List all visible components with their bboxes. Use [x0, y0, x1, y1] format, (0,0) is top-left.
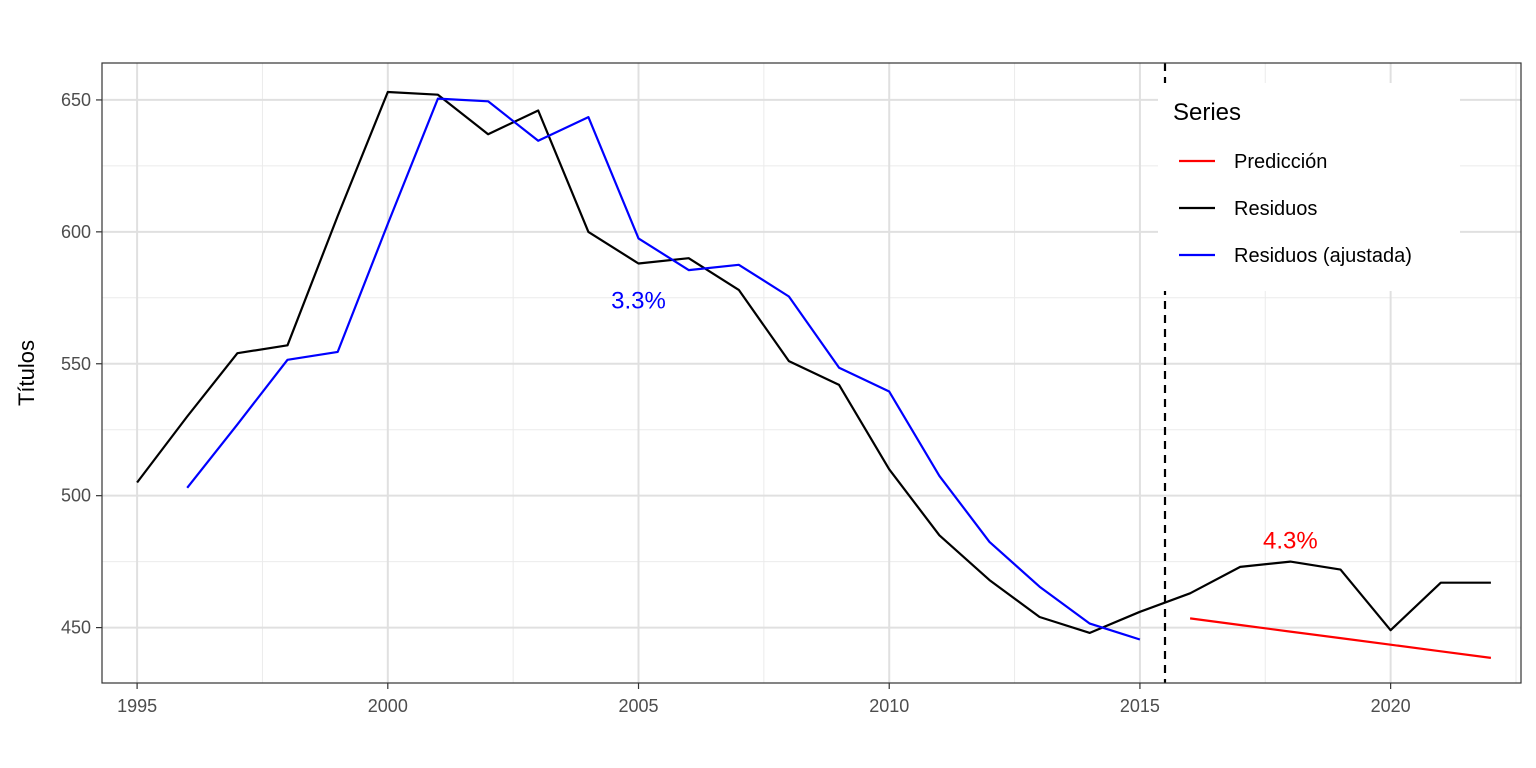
series-lines — [136, 90, 1492, 659]
annotation-label: 4.3% — [1263, 528, 1318, 555]
legend-background — [1158, 83, 1460, 291]
series-line-residuos — [136, 90, 1491, 635]
annotation-label: 3.3% — [611, 287, 666, 314]
major-gridlines — [102, 63, 1521, 683]
plot-panel-border — [101, 62, 1522, 684]
x-axis: 1995 2000 2005 2010 2015 2020 — [117, 683, 1411, 716]
y-tick-label: 650 — [61, 90, 91, 110]
y-tick-label: 600 — [61, 222, 91, 242]
series-line-predicci-n — [1189, 617, 1492, 659]
y-axis-title: Títulos — [14, 340, 39, 406]
x-tick-label: 1995 — [117, 696, 157, 716]
y-tick-label: 550 — [61, 354, 91, 374]
x-tick-label: 2010 — [869, 696, 909, 716]
y-tick-label: 450 — [61, 618, 91, 638]
x-tick-label: 2005 — [618, 696, 658, 716]
x-tick-label: 2015 — [1120, 696, 1160, 716]
series-line-residuos-ajustada — [186, 97, 1141, 641]
legend-label: Predicción — [1234, 151, 1327, 173]
legend-label: Residuos — [1234, 198, 1317, 220]
legend-title: Series — [1173, 99, 1241, 126]
x-tick-label: 2000 — [368, 696, 408, 716]
legend: Series Predicción Residuos Residuos (ajust… — [1158, 83, 1460, 291]
legend-label: Residuos (ajustada) — [1234, 245, 1412, 267]
y-tick-label: 500 — [61, 486, 91, 506]
x-tick-label: 2020 — [1371, 696, 1411, 716]
annotations: 3.3% 4.3% — [611, 287, 1318, 554]
y-axis: 450 500 550 600 650 — [61, 90, 102, 638]
